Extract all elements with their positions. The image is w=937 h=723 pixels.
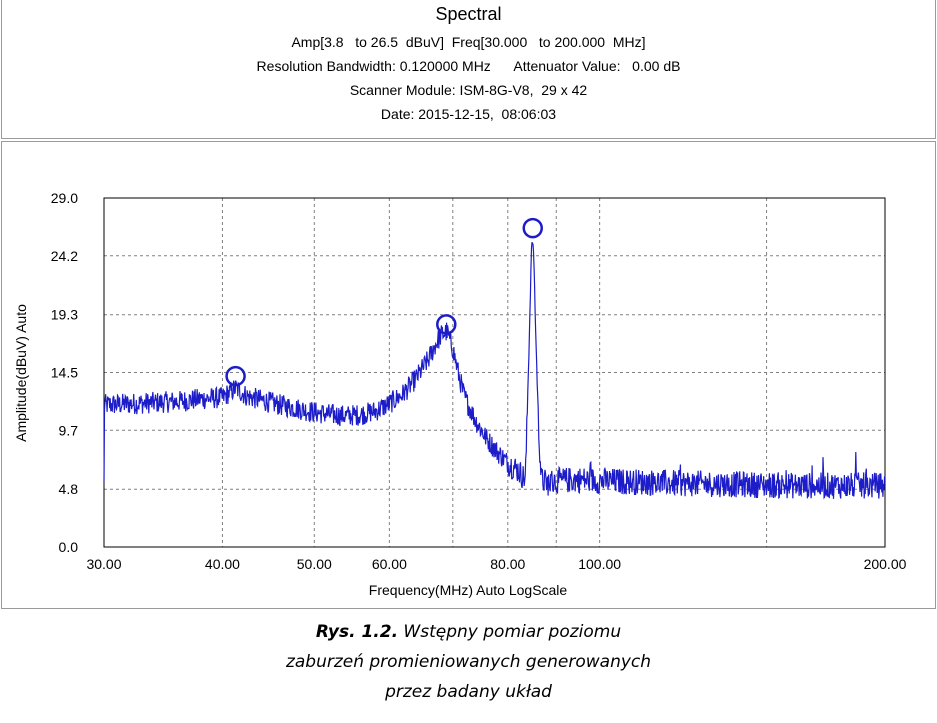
x-axis-label: Frequency(MHz) Auto LogScale — [369, 582, 568, 598]
spectrum-trace — [103, 241, 886, 500]
y-tick-label: 0.0 — [59, 539, 79, 555]
bandwidth-attenuator: Resolution Bandwidth: 0.120000 MHz Atten… — [256, 58, 681, 74]
grid-layer — [104, 198, 885, 547]
y-tick-label: 24.2 — [51, 248, 78, 264]
measurement-date: Date: 2015-12-15, 08:06:03 — [380, 106, 557, 122]
x-tick-label: 100.00 — [578, 556, 621, 572]
x-tick-label: 200.00 — [864, 556, 907, 572]
x-tick-label: 30.00 — [86, 556, 121, 572]
x-tick-label: 80.00 — [490, 556, 525, 572]
caption-text-3: przez badany układ — [385, 682, 552, 702]
plot-frame — [1, 141, 936, 609]
caption-text-1: Wstępny pomiar poziomu — [398, 622, 622, 642]
peak-marker — [436, 314, 457, 335]
amp-freq-range: Amp[3.8 to 26.5 dBuV] Freq[30.000 to 200… — [291, 34, 646, 50]
y-tick-label: 19.3 — [51, 307, 78, 323]
x-tick-label: 60.00 — [372, 556, 407, 572]
x-tick-labels: 30.00 40.00 50.00 60.00 80.00 100.00 200.00 — [86, 556, 906, 572]
figure-caption-line1: Rys. 1.2. Wstępny pomiar poziomu — [0, 622, 937, 642]
x-tick-label: 40.00 — [205, 556, 240, 572]
y-tick-label: 4.8 — [59, 481, 79, 497]
figure-label: Rys. 1.2. — [315, 622, 399, 642]
plot-area-border — [103, 197, 886, 548]
x-tick-label: 50.00 — [297, 556, 332, 572]
y-tick-label: 9.7 — [59, 422, 79, 438]
y-tick-labels: 0.0 4.8 9.7 14.5 19.3 24.2 29.0 — [51, 190, 78, 555]
y-axis-label: Amplitude(dBuV) Auto — [13, 304, 29, 442]
spectrum-chart: 0.0 4.8 9.7 14.5 19.3 24.2 29.0 30.00 40.00 50.0… — [13, 190, 907, 598]
peak-marker — [225, 365, 246, 387]
chart-header: Spectral Amp[3.8 to 26.5 dBuV] Freq[30.0… — [1, 0, 936, 139]
peak-marker — [522, 217, 543, 239]
chart-title: Spectral — [435, 4, 502, 24]
trace-layer — [103, 241, 886, 500]
marker-layer — [225, 217, 543, 387]
scanner-module: Scanner Module: ISM-8G-V8, 29 x 42 — [349, 82, 588, 98]
y-tick-label: 29.0 — [51, 190, 78, 206]
caption-text-2: zaburzeń promieniowanych generowanych — [285, 652, 652, 672]
y-tick-label: 14.5 — [51, 365, 78, 381]
